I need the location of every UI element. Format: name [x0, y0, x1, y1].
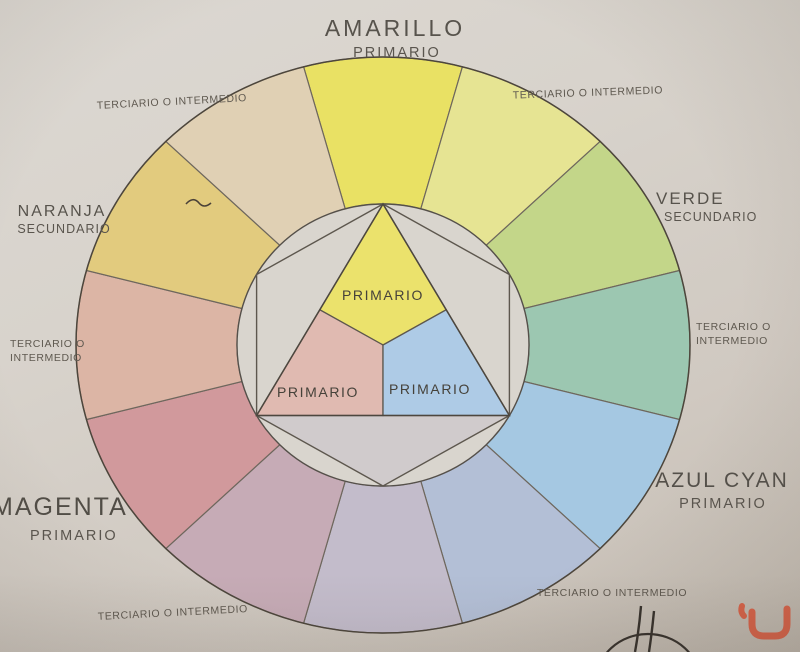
label-amarillo: AMARILLO: [325, 15, 465, 41]
pencil-scribble: [185, 198, 212, 207]
label-naranja: NARANJA: [18, 203, 107, 220]
bottom-corner-triangle: [256, 415, 510, 486]
label-amarillo-type: PRIMARIO: [353, 45, 441, 61]
label-terciario-left-line1: TERCIARIO O: [10, 338, 85, 350]
label-terciario-bottom-right: TERCIARIO O INTERMEDIO: [537, 587, 687, 599]
primary-triangle-outline: [255, 202, 511, 417]
label-terciario-left-line2: INTERMEDIO: [10, 352, 82, 364]
wheel-outer-rim: [75, 56, 691, 634]
label-primario-amarillo: PRIMARIO: [342, 287, 424, 303]
hexagon-outline: [255, 203, 511, 487]
label-magenta: MAGENTA: [0, 493, 128, 521]
label-terciario-top-right: TERCIARIO O INTERMEDIO: [513, 84, 664, 101]
label-verde: VERDE: [656, 189, 725, 208]
label-terciario-bottom-left: TERCIARIO O INTERMEDIO: [97, 603, 248, 623]
label-verde-type: SECUNDARIO: [664, 210, 757, 224]
label-terciario-right-line1: TERCIARIO O: [696, 321, 771, 333]
label-primario-magenta: PRIMARIO: [277, 384, 359, 400]
label-primario-azul: PRIMARIO: [389, 381, 471, 397]
label-naranja-type: SECUNDARIO: [17, 222, 110, 236]
signature-icon: [605, 605, 691, 652]
wheel-ring: [75, 56, 691, 634]
label-magenta-type: PRIMARIO: [30, 528, 118, 544]
label-azul-cyan-type: PRIMARIO: [679, 496, 767, 512]
logo-noon-icon: [738, 603, 791, 640]
label-terciario-right-line2: INTERMEDIO: [696, 335, 768, 347]
label-azul-cyan: AZUL CYAN: [655, 469, 789, 492]
